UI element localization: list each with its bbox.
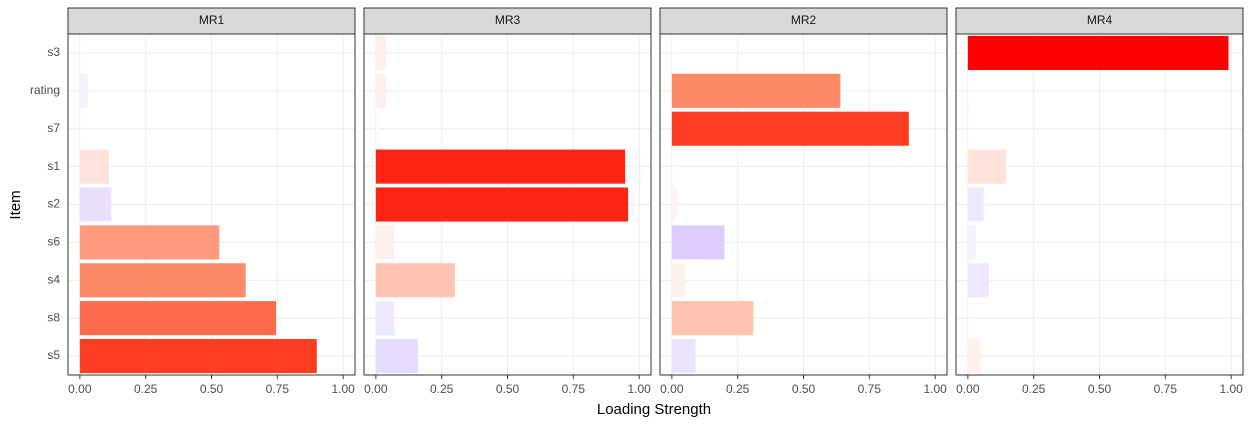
x-tick-label: 0.75 [858,382,882,396]
bar [79,149,109,184]
strip-background [659,7,948,35]
y-tick-label: s3 [47,45,60,59]
bar [967,225,976,260]
bar [375,187,629,222]
y-tick-label: s5 [47,348,60,362]
facet-title: MR2 [791,13,817,27]
bar [79,35,82,70]
bar [671,111,909,146]
bar [79,73,88,108]
bar [671,301,754,336]
y-tick-label: rating [30,83,60,97]
strip-background [67,7,356,35]
bar [671,263,686,298]
bar [375,225,395,260]
x-tick-label: 0.75 [1154,382,1178,396]
bar [79,263,246,298]
x-tick-label: 0.25 [430,382,454,396]
bar [967,263,989,298]
bar [967,339,982,374]
bar [375,73,387,108]
bar [671,339,696,374]
y-axis-title: Item [7,190,24,219]
bar [375,149,626,184]
x-tick-label: 0.75 [266,382,290,396]
bar [79,225,220,260]
facet-title: MR3 [495,13,521,27]
bar [375,35,387,70]
x-tick-label: 0.50 [496,382,520,396]
bar [79,301,277,336]
x-tick-label: 1.00 [1219,382,1243,396]
bar [79,187,112,222]
x-tick-label: 0.75 [562,382,586,396]
bar [967,187,984,222]
bar [967,111,970,146]
x-tick-label: 0.25 [134,382,158,396]
bar [671,35,673,70]
x-tick-label: 0.50 [1088,382,1112,396]
x-tick-label: 0.00 [364,382,388,396]
y-tick-label: s6 [47,235,60,249]
x-tick-label: 0.00 [956,382,980,396]
x-axis-title: Loading Strength [597,401,711,418]
bar [967,35,1229,70]
bar [967,301,970,336]
bar [671,73,841,108]
bar [375,263,455,298]
y-tick-label: s7 [47,121,60,135]
x-tick-label: 0.25 [726,382,750,396]
bar [671,149,674,184]
bar [967,149,1007,184]
x-tick-label: 1.00 [331,382,355,396]
y-tick-label: s2 [47,197,60,211]
bar [375,301,395,336]
bar [967,73,970,108]
strip-background [955,7,1244,35]
x-tick-label: 1.00 [627,382,651,396]
y-tick-label: s4 [47,272,60,286]
x-tick-label: 0.25 [1022,382,1046,396]
x-tick-label: 0.50 [200,382,224,396]
bar [79,339,317,374]
x-tick-label: 1.00 [923,382,947,396]
bar [375,339,418,374]
facet-title: MR4 [1087,13,1113,27]
y-tick-label: s8 [47,310,60,324]
bar [375,111,379,146]
x-tick-label: 0.00 [660,382,684,396]
facet-title: MR1 [199,13,225,27]
bar [79,111,82,146]
x-tick-label: 0.50 [792,382,816,396]
bar [671,225,725,260]
bar [671,187,678,222]
y-tick-label: s1 [47,159,60,173]
x-tick-label: 0.00 [68,382,92,396]
